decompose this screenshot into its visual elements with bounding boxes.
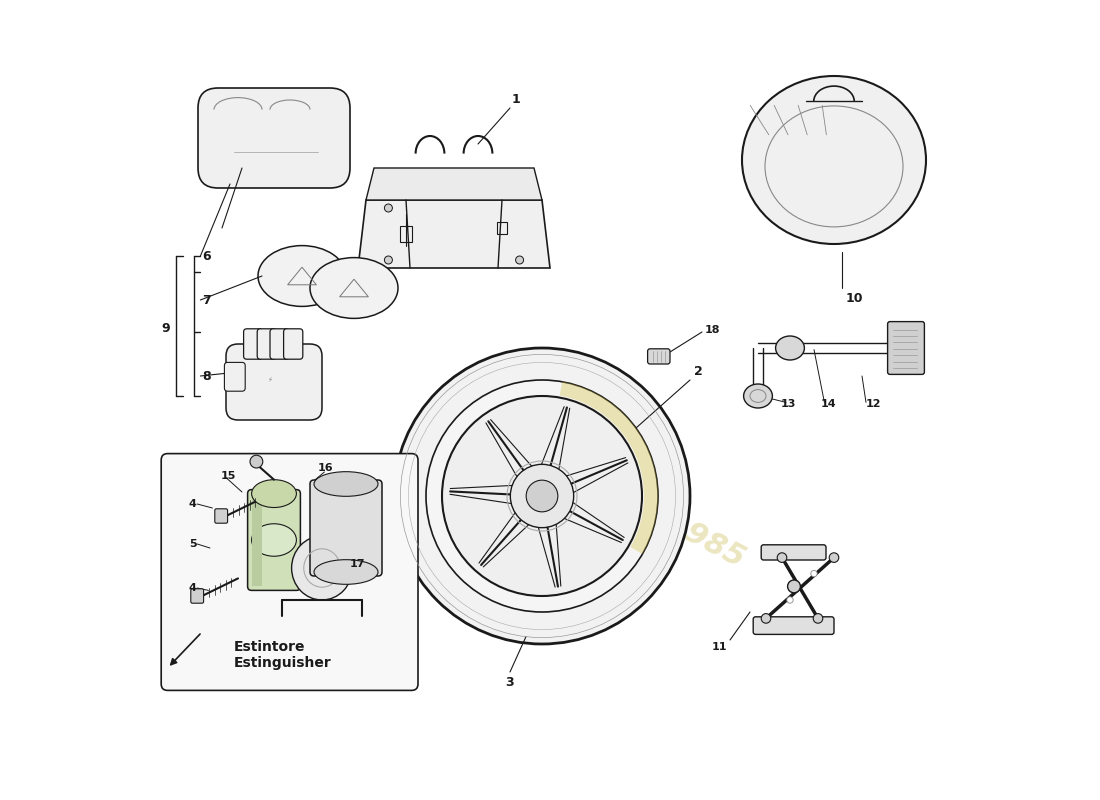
Ellipse shape [742,76,926,244]
Circle shape [384,256,393,264]
FancyBboxPatch shape [252,494,262,586]
Text: 12: 12 [866,399,881,409]
Text: 15: 15 [220,471,235,481]
FancyBboxPatch shape [214,509,228,523]
Text: 4: 4 [188,499,197,509]
Wedge shape [560,382,658,554]
FancyBboxPatch shape [198,88,350,188]
FancyBboxPatch shape [761,545,826,560]
Polygon shape [358,200,550,268]
Text: 13: 13 [780,399,795,409]
Text: 11: 11 [712,642,727,653]
Text: 4: 4 [188,583,197,593]
FancyBboxPatch shape [257,329,276,359]
Text: 2: 2 [694,365,703,378]
Ellipse shape [314,472,378,496]
Ellipse shape [252,524,296,556]
Circle shape [510,464,574,528]
FancyBboxPatch shape [754,617,834,634]
FancyBboxPatch shape [224,362,245,391]
Text: 17: 17 [350,559,365,569]
FancyBboxPatch shape [162,454,418,690]
Ellipse shape [310,258,398,318]
Ellipse shape [744,384,772,408]
Circle shape [761,614,771,623]
Text: a passion
for parts since 1985: a passion for parts since 1985 [431,355,766,573]
Text: 14: 14 [821,399,836,409]
FancyBboxPatch shape [648,349,670,364]
Polygon shape [366,168,542,200]
Text: 9: 9 [162,322,170,334]
FancyBboxPatch shape [248,490,300,590]
FancyBboxPatch shape [226,344,322,420]
Ellipse shape [258,246,346,306]
FancyBboxPatch shape [888,322,924,374]
Circle shape [778,553,786,562]
Ellipse shape [252,480,296,507]
Text: 1: 1 [512,93,520,106]
Circle shape [516,256,524,264]
Text: 10: 10 [846,292,864,305]
Circle shape [384,204,393,212]
Ellipse shape [776,336,804,360]
Circle shape [426,380,658,612]
Circle shape [829,553,839,562]
Text: 3: 3 [506,676,515,689]
Circle shape [442,396,642,596]
FancyBboxPatch shape [270,329,289,359]
Text: 16: 16 [318,463,333,473]
Circle shape [786,597,793,603]
FancyBboxPatch shape [284,329,302,359]
Circle shape [526,480,558,512]
Circle shape [394,348,690,644]
Text: GTS
parts: GTS parts [751,93,877,195]
Ellipse shape [292,536,352,600]
Text: 18: 18 [704,326,719,335]
Text: 5: 5 [189,539,197,549]
Text: 7: 7 [202,294,211,306]
Text: ⚡: ⚡ [267,377,273,383]
FancyBboxPatch shape [190,589,204,603]
Text: 6: 6 [202,250,210,262]
Circle shape [813,614,823,623]
Circle shape [788,580,801,593]
FancyBboxPatch shape [243,329,263,359]
Text: Estintore
Estinguisher: Estintore Estinguisher [234,640,332,670]
Text: 8: 8 [202,370,210,382]
FancyBboxPatch shape [310,480,382,576]
Circle shape [811,570,817,577]
Circle shape [250,455,263,468]
Ellipse shape [314,560,378,584]
